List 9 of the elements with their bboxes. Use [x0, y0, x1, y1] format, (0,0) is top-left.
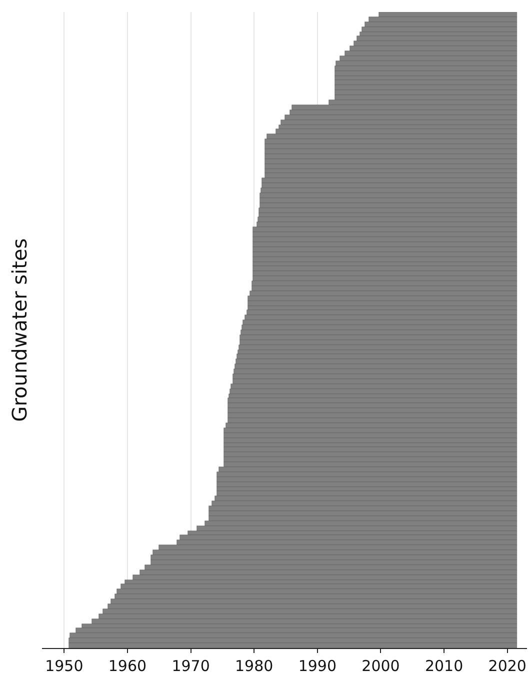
x-tick-label: 1960 — [108, 657, 147, 675]
x-tick-label: 2020 — [488, 657, 526, 675]
y-axis-title: Groundwater sites — [8, 238, 32, 422]
x-tick-label: 2010 — [424, 657, 464, 675]
x-tick-label: 1950 — [45, 657, 84, 675]
x-tick-label: 2000 — [362, 657, 400, 675]
x-tick-label: 1970 — [172, 657, 210, 675]
x-tick-label: 1980 — [235, 657, 274, 675]
x-tick-label: 1990 — [298, 657, 337, 675]
